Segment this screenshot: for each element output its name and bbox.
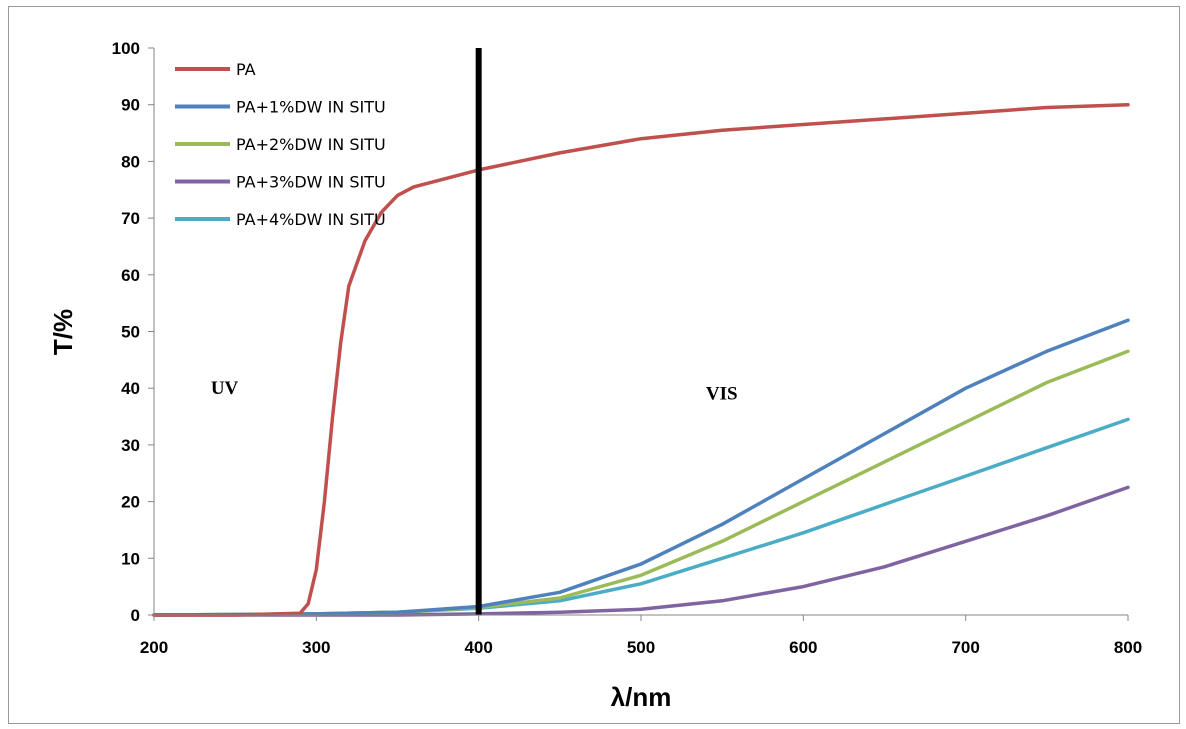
legend-label: PA+4%DW IN SITU — [236, 210, 386, 229]
chart-frame — [8, 6, 1180, 724]
y-tick-label: 60 — [121, 266, 140, 285]
series-line-3 — [152, 485, 1130, 617]
series-line-4 — [152, 417, 1130, 617]
y-tick-label: 80 — [121, 152, 140, 171]
x-tick-label: 600 — [789, 638, 817, 657]
series-line-1 — [152, 318, 1130, 617]
y-tick-label: 40 — [121, 379, 140, 398]
axes — [148, 47, 1129, 621]
x-tick-label: 400 — [464, 638, 492, 657]
legend-label: PA+2%DW IN SITU — [236, 135, 386, 154]
y-tick-label: 20 — [121, 493, 140, 512]
x-axis-title: λ/nm — [611, 682, 672, 712]
tick-labels: 0 10 20 30 40 50 60 70 80 90 100 200 300 400 500 600 700… — [112, 39, 1143, 657]
x-tick-label: 300 — [302, 638, 330, 657]
y-tick-label: 70 — [121, 209, 140, 228]
uv-region-label: UV — [211, 378, 239, 399]
legend-label: PA+3%DW IN SITU — [236, 173, 386, 192]
y-axis-title: T/% — [48, 309, 78, 355]
legend: PA PA+1%DW IN SITU PA+2%DW IN SITU PA+3%DW … — [175, 60, 386, 229]
series-line-2 — [152, 349, 1130, 617]
y-tick-label: 0 — [131, 606, 140, 625]
y-tick-label: 10 — [121, 549, 140, 568]
x-tick-label: 500 — [627, 638, 655, 657]
y-tick-label: 30 — [121, 436, 140, 455]
x-tick-label: 800 — [1114, 638, 1142, 657]
x-tick-label: 700 — [951, 638, 979, 657]
y-tick-label: 100 — [112, 39, 140, 58]
legend-label: PA+1%DW IN SITU — [236, 98, 386, 117]
legend-label: PA — [236, 60, 256, 79]
vis-region-label: VIS — [706, 384, 738, 405]
y-tick-label: 90 — [121, 96, 140, 115]
y-tick-label: 50 — [121, 323, 140, 342]
x-tick-label: 200 — [140, 638, 168, 657]
series-line-0 — [152, 102, 1130, 617]
